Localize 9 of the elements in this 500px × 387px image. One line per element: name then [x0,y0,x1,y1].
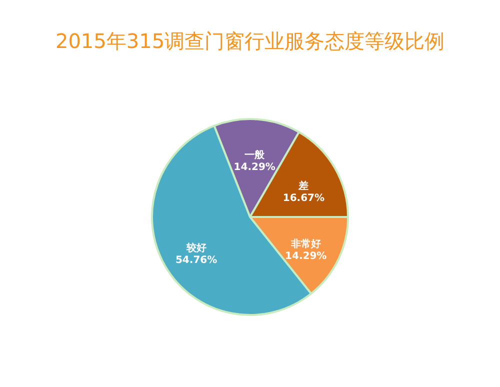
data-label: 14.29% [285,250,327,262]
chart-title: 2015年315调查门窗行业服务态度等级比例 [55,29,445,53]
slice-label: 差 [298,180,309,192]
data-label: 54.76% [175,254,218,266]
slice-label: 一般 [244,149,266,162]
slice-label: 较好 [185,242,206,254]
data-label: 16.67% [282,193,325,204]
slice-label: 非常好 [290,238,321,250]
data-label: 14.29% [234,162,276,174]
